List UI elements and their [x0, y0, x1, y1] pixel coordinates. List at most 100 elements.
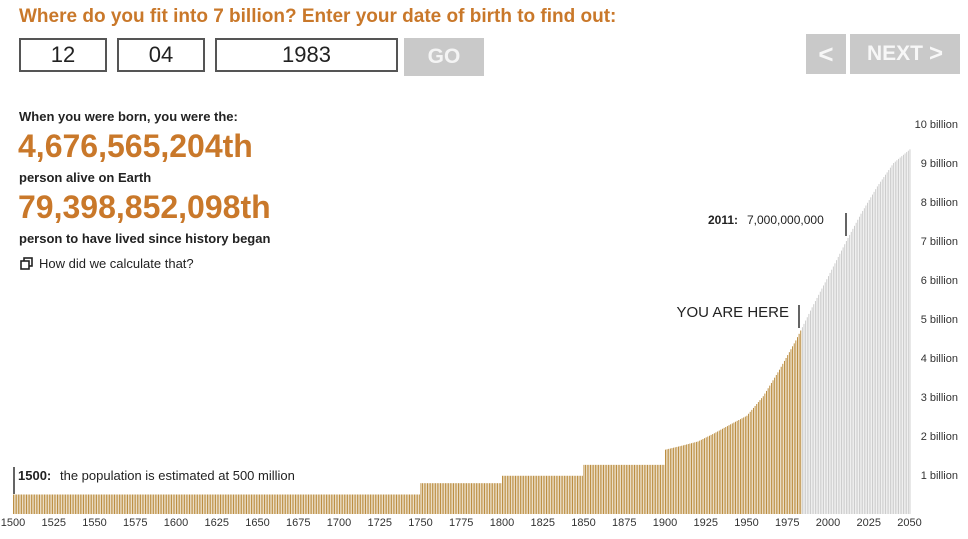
bar-2033	[881, 179, 883, 514]
bar-1968	[775, 375, 777, 514]
x-tick-label: 1650	[245, 517, 269, 529]
bar-2003	[832, 266, 834, 514]
bar-1942	[733, 422, 735, 514]
bar-1743	[409, 494, 410, 514]
bar-1919	[695, 441, 697, 514]
bar-1564	[117, 494, 119, 514]
bar-2002	[831, 269, 833, 514]
bar-1548	[91, 494, 93, 514]
bar-1656	[267, 494, 269, 514]
bar-1927	[709, 435, 710, 514]
bar-1909	[679, 446, 681, 514]
y-tick-label: 1 billion	[921, 470, 958, 482]
bar-1975	[787, 355, 789, 514]
bar-2010	[844, 244, 846, 514]
y-tick-label: 4 billion	[921, 353, 958, 365]
bar-1740	[404, 494, 406, 514]
bar-2016	[854, 225, 855, 514]
bar-1626	[218, 494, 220, 514]
bar-1591	[161, 494, 163, 514]
bar-1885	[640, 464, 642, 514]
day-field[interactable]: 12	[19, 38, 107, 72]
bar-2014	[850, 231, 852, 514]
bar-1523	[50, 494, 52, 514]
bar-1546	[87, 494, 89, 514]
bar-1917	[692, 442, 694, 514]
bar-1580	[143, 494, 145, 514]
bar-1737	[399, 494, 401, 514]
x-tick-label: 1550	[82, 517, 106, 529]
bar-1794	[492, 483, 494, 514]
bar-1506	[22, 494, 24, 514]
bar-1649	[255, 494, 257, 514]
bar-2011	[845, 241, 847, 514]
bar-1527	[57, 494, 58, 514]
bar-1986	[805, 320, 807, 514]
bar-1882	[635, 464, 637, 514]
bar-1617	[203, 494, 205, 514]
calc-link[interactable]: How did we calculate that?	[20, 256, 194, 271]
bar-1599	[174, 494, 176, 514]
bar-1844	[573, 475, 575, 514]
bar-1978	[792, 346, 794, 514]
bar-1873	[620, 464, 622, 514]
bar-1878	[629, 464, 631, 514]
bar-1703	[343, 494, 345, 514]
x-tick-label: 2000	[816, 517, 840, 529]
chevron-right-icon: >	[929, 40, 944, 67]
bar-1779	[467, 483, 469, 514]
bar-1957	[757, 402, 759, 514]
bar-1715	[363, 494, 365, 514]
bar-1753	[425, 483, 427, 514]
bar-2017	[855, 222, 857, 515]
bar-1665	[281, 494, 283, 514]
bar-1793	[490, 483, 492, 514]
bar-1630	[224, 494, 226, 514]
bar-1666	[283, 494, 285, 514]
bar-1893	[653, 464, 655, 514]
y-tick-label: 8 billion	[921, 197, 958, 209]
bar-1549	[92, 494, 94, 514]
bar-1963	[767, 388, 769, 514]
bar-2000	[828, 276, 829, 514]
bar-1786	[479, 483, 481, 514]
bar-1620	[208, 494, 210, 514]
bar-1510	[29, 494, 31, 514]
bar-1831	[552, 475, 554, 514]
bar-1867	[611, 464, 613, 514]
bar-2004	[834, 263, 836, 514]
bar-1611	[193, 494, 195, 514]
go-button[interactable]: GO	[404, 38, 484, 76]
bar-1809	[516, 475, 518, 514]
bar-1981	[797, 337, 798, 514]
bar-1865	[607, 464, 609, 514]
bar-1914	[687, 444, 689, 514]
bar-1720	[371, 494, 373, 514]
bar-2048	[906, 152, 908, 514]
x-tick-label: 1600	[164, 517, 188, 529]
bar-1938	[726, 426, 728, 514]
prev-button[interactable]: <	[806, 34, 846, 74]
next-button[interactable]: NEXT >	[850, 34, 960, 74]
bar-1596	[169, 494, 171, 514]
bar-1683	[311, 494, 313, 514]
bar-1745	[412, 494, 414, 514]
bar-1876	[625, 464, 627, 514]
bar-1818	[531, 475, 533, 514]
bar-1550	[94, 494, 96, 514]
year-field[interactable]: 1983	[215, 38, 398, 72]
bar-1570	[127, 494, 128, 514]
x-tick-label: 1850	[571, 517, 595, 529]
bar-1613	[197, 494, 199, 514]
bar-1697	[334, 494, 336, 514]
bar-1573	[131, 494, 133, 514]
bar-1759	[435, 483, 437, 514]
bar-1866	[609, 464, 611, 514]
bar-1872	[619, 464, 621, 514]
month-field[interactable]: 04	[117, 38, 205, 72]
bar-1542	[81, 494, 83, 514]
bar-1738	[400, 494, 402, 514]
bar-1987	[806, 317, 808, 514]
bar-1594	[166, 494, 168, 514]
bar-1976	[788, 352, 790, 514]
